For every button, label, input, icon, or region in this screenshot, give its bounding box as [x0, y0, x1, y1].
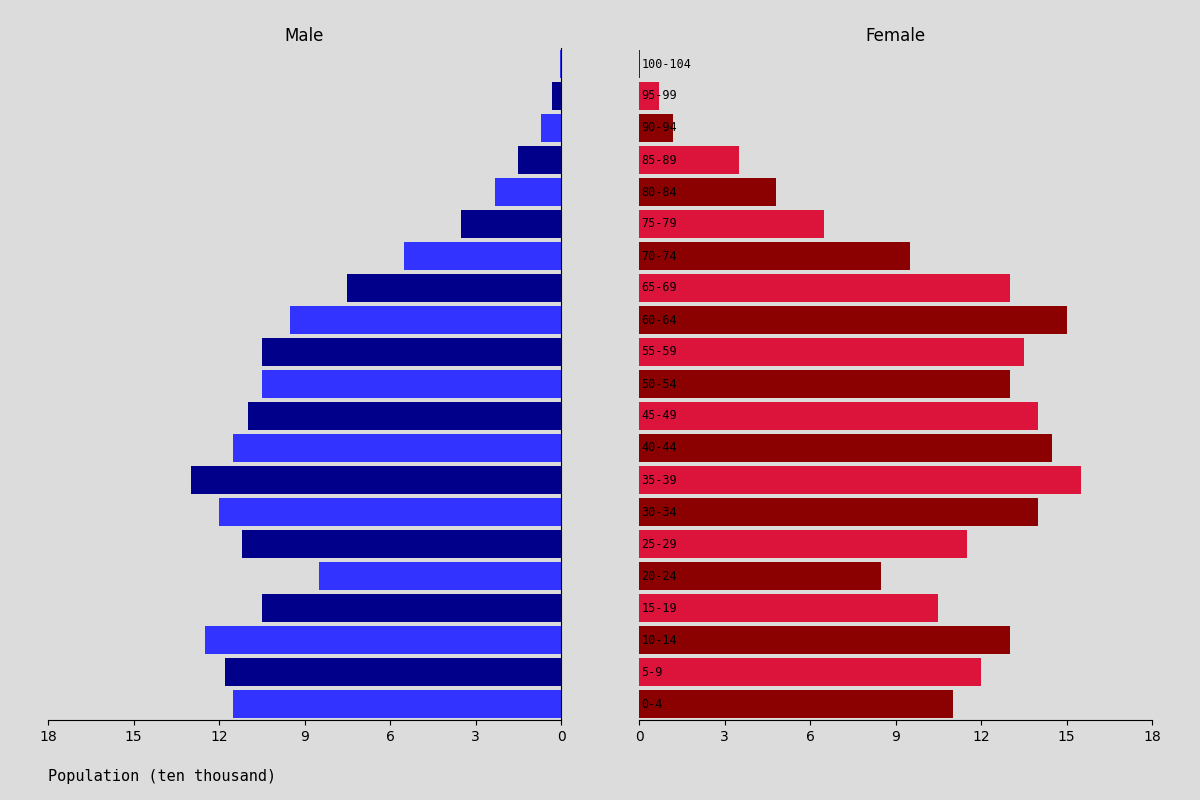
Bar: [220, 498, 562, 526]
Bar: [496, 178, 562, 206]
Bar: [191, 466, 562, 494]
Text: 85-89: 85-89: [641, 154, 677, 166]
Bar: [640, 242, 910, 270]
Bar: [640, 50, 641, 78]
Title: Female: Female: [865, 27, 925, 45]
Bar: [640, 306, 1067, 334]
Bar: [640, 338, 1024, 366]
Bar: [640, 594, 938, 622]
Bar: [404, 242, 562, 270]
Bar: [640, 210, 824, 238]
Title: Male: Male: [284, 27, 324, 45]
Bar: [233, 690, 562, 718]
Text: 10-14: 10-14: [641, 634, 677, 646]
Text: 70-74: 70-74: [641, 250, 677, 262]
Text: 60-64: 60-64: [641, 314, 677, 326]
Bar: [262, 370, 562, 398]
Text: 15-19: 15-19: [641, 602, 677, 614]
Text: 50-54: 50-54: [641, 378, 677, 390]
Text: 25-29: 25-29: [641, 538, 677, 550]
Text: 55-59: 55-59: [641, 346, 677, 358]
Bar: [640, 178, 775, 206]
Bar: [640, 82, 659, 110]
Bar: [247, 402, 562, 430]
Bar: [640, 370, 1009, 398]
Text: 90-94: 90-94: [641, 122, 677, 134]
Bar: [290, 306, 562, 334]
Text: 95-99: 95-99: [641, 90, 677, 102]
Text: 80-84: 80-84: [641, 186, 677, 198]
Bar: [640, 466, 1081, 494]
Bar: [559, 50, 562, 78]
Bar: [224, 658, 562, 686]
Bar: [640, 562, 881, 590]
Text: 20-24: 20-24: [641, 570, 677, 582]
Bar: [541, 114, 562, 142]
Bar: [640, 434, 1052, 462]
Bar: [640, 626, 1009, 654]
Bar: [205, 626, 562, 654]
Bar: [319, 562, 562, 590]
Text: 45-49: 45-49: [641, 410, 677, 422]
Bar: [347, 274, 562, 302]
Text: 35-39: 35-39: [641, 474, 677, 486]
Text: 100-104: 100-104: [641, 58, 691, 70]
Bar: [640, 658, 982, 686]
Text: Population (ten thousand): Population (ten thousand): [48, 769, 276, 784]
Bar: [262, 594, 562, 622]
Bar: [461, 210, 562, 238]
Bar: [242, 530, 562, 558]
Bar: [518, 146, 562, 174]
Bar: [640, 690, 953, 718]
Bar: [640, 114, 673, 142]
Text: 0-4: 0-4: [641, 698, 662, 710]
Bar: [640, 498, 1038, 526]
Text: 40-44: 40-44: [641, 442, 677, 454]
Bar: [640, 146, 739, 174]
Text: 75-79: 75-79: [641, 218, 677, 230]
Bar: [552, 82, 562, 110]
Bar: [640, 274, 1009, 302]
Bar: [640, 402, 1038, 430]
Text: 30-34: 30-34: [641, 506, 677, 518]
Text: 5-9: 5-9: [641, 666, 662, 678]
Text: 65-69: 65-69: [641, 282, 677, 294]
Bar: [262, 338, 562, 366]
Bar: [233, 434, 562, 462]
Bar: [640, 530, 967, 558]
